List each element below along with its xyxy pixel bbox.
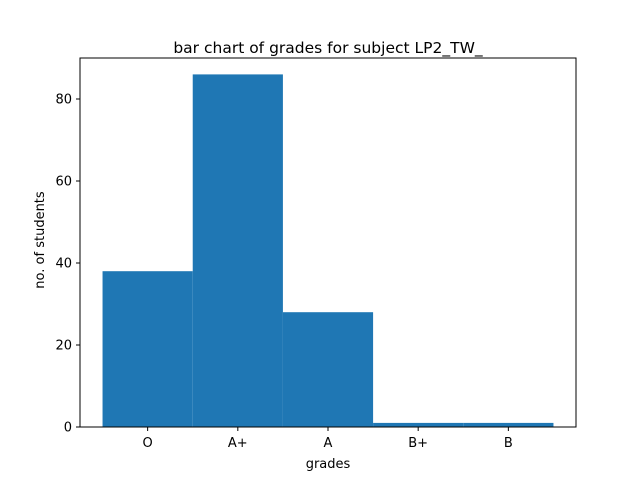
y-tick-label: 60 — [55, 175, 72, 190]
x-tick-label: A+ — [228, 436, 248, 451]
x-axis-ticks: O A+ A B+ B — [143, 427, 513, 451]
bar-O — [102, 271, 193, 427]
x-axis-title: grades — [306, 457, 351, 472]
plot-area: 0 20 40 60 80 O A+ A B+ B — [55, 57, 577, 451]
bar-A — [282, 312, 374, 427]
bars-group — [102, 74, 554, 428]
y-axis-ticks: 0 20 40 60 80 — [55, 93, 80, 436]
x-tick-label: B+ — [408, 436, 428, 451]
x-tick-label: O — [143, 436, 153, 451]
y-tick-label: 80 — [55, 93, 72, 108]
bar-A+ — [192, 74, 283, 428]
bar-B — [463, 422, 554, 427]
bar-B+ — [373, 422, 464, 427]
y-tick-label: 40 — [55, 257, 72, 272]
y-axis-title: no. of students — [33, 191, 48, 289]
x-tick-label: A — [324, 436, 333, 451]
x-tick-label: B — [504, 436, 513, 451]
y-tick-label: 20 — [55, 339, 72, 354]
chart-title: bar chart of grades for subject LP2_TW_ — [173, 39, 483, 58]
y-tick-label: 0 — [64, 421, 72, 436]
